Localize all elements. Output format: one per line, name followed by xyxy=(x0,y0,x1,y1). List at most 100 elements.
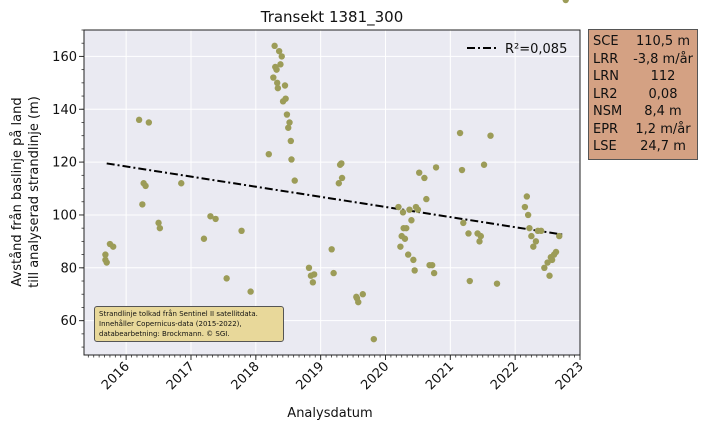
data-point xyxy=(546,272,553,279)
data-point xyxy=(310,271,318,278)
data-point xyxy=(428,261,436,269)
legend-label: R²=0,085 xyxy=(505,42,567,57)
credit-line: Innehåller Copernicus-data (2015-2022), xyxy=(99,320,242,328)
x-tick-label: 2020 xyxy=(358,359,392,393)
data-point xyxy=(493,280,501,287)
data-point xyxy=(291,177,298,184)
data-point xyxy=(155,219,162,227)
stat-value: 8,4 m xyxy=(644,104,682,119)
y-tick-label: 80 xyxy=(60,261,77,276)
data-point xyxy=(395,203,402,211)
data-point xyxy=(556,232,563,240)
data-point xyxy=(281,82,289,89)
data-point xyxy=(477,232,484,240)
trend-layer xyxy=(106,162,564,236)
stat-row-lse: LSE 24,7 m xyxy=(593,138,693,156)
data-point xyxy=(273,66,280,73)
data-point xyxy=(408,217,415,224)
data-point xyxy=(212,215,219,223)
data-point xyxy=(274,84,282,92)
data-point xyxy=(156,224,164,232)
stat-row-lr2: LR2 0,08 xyxy=(593,86,693,104)
data-point xyxy=(524,211,532,219)
data-point xyxy=(458,166,466,174)
y-tick-label: 60 xyxy=(60,314,77,329)
data-point xyxy=(476,238,483,245)
stat-key: EPR xyxy=(593,121,619,137)
data-point xyxy=(370,335,378,343)
data-point xyxy=(523,193,531,200)
x-tick-label: 2022 xyxy=(488,359,522,393)
data-point xyxy=(178,180,185,187)
credit-line: databearbetning: Brockmann. © SGI. xyxy=(99,330,230,338)
data-point xyxy=(338,174,346,182)
data-point xyxy=(200,235,208,242)
x-axis-label: Analysdatum xyxy=(287,406,372,421)
data-point xyxy=(403,224,410,232)
y-tick-label: 100 xyxy=(52,208,77,223)
data-point xyxy=(278,53,285,60)
stat-key: SCE xyxy=(593,34,619,49)
x-tick-label: 2017 xyxy=(164,359,198,393)
data-point xyxy=(432,164,440,171)
data-point xyxy=(480,161,488,168)
data-point xyxy=(528,232,535,240)
data-point xyxy=(309,279,317,286)
data-point xyxy=(423,195,430,203)
stat-key: LR2 xyxy=(593,86,618,102)
y-tick-label: 140 xyxy=(52,103,77,118)
data-point xyxy=(414,206,422,213)
data-point xyxy=(277,61,284,68)
data-point xyxy=(145,119,153,126)
data-point xyxy=(359,291,366,298)
data-point xyxy=(530,243,537,250)
data-point xyxy=(355,298,362,306)
data-point xyxy=(270,74,277,81)
stat-key: LRR xyxy=(593,51,619,67)
points-layer xyxy=(102,0,569,343)
data-point xyxy=(338,160,345,167)
stat-row-lrr: LRR -3,8 m/år xyxy=(593,51,693,69)
data-point xyxy=(465,230,472,237)
data-point xyxy=(466,277,473,285)
legend: R²=0,085 xyxy=(467,42,567,57)
y-axis-label-line2: till analyserad strandlinje (m) xyxy=(27,96,42,288)
data-point xyxy=(287,137,295,145)
data-point xyxy=(102,251,109,258)
stat-value: -3,8 m/år xyxy=(633,51,693,67)
data-point xyxy=(526,224,533,232)
data-point xyxy=(286,119,293,126)
x-tick-label: 2019 xyxy=(293,359,327,393)
data-point xyxy=(537,227,545,235)
data-point xyxy=(139,201,146,208)
data-point xyxy=(552,248,560,256)
data-point xyxy=(103,259,110,266)
stat-value: 24,7 m xyxy=(640,139,686,154)
x-tick-label: 2023 xyxy=(553,359,587,393)
stat-value: 1,2 m/år xyxy=(635,121,691,137)
data-point xyxy=(282,95,289,102)
data-point xyxy=(335,180,343,187)
data-point xyxy=(399,209,407,216)
data-point xyxy=(456,129,464,137)
data-credit-box: Strandlinje tolkad från Sentinel II sate… xyxy=(94,306,284,342)
data-point xyxy=(411,267,418,274)
stat-key: LRN xyxy=(593,69,619,84)
x-tick-label: 2018 xyxy=(229,359,263,393)
data-point xyxy=(305,264,313,272)
statistics-box: SCE 110,5 m LRR -3,8 m/år LRN 112 LR2 0,… xyxy=(588,29,698,160)
y-tick-label: 120 xyxy=(52,156,77,171)
data-point xyxy=(288,156,295,163)
data-point xyxy=(421,174,428,182)
data-point xyxy=(430,269,438,277)
data-point xyxy=(285,124,292,131)
stat-row-sce: SCE 110,5 m xyxy=(593,33,693,51)
plot-frame xyxy=(83,29,581,356)
data-point xyxy=(548,256,556,264)
data-point xyxy=(404,251,412,258)
stat-key: NSM xyxy=(593,104,623,119)
plot-background xyxy=(84,30,580,355)
data-point xyxy=(410,256,417,264)
trend-line xyxy=(106,162,564,236)
